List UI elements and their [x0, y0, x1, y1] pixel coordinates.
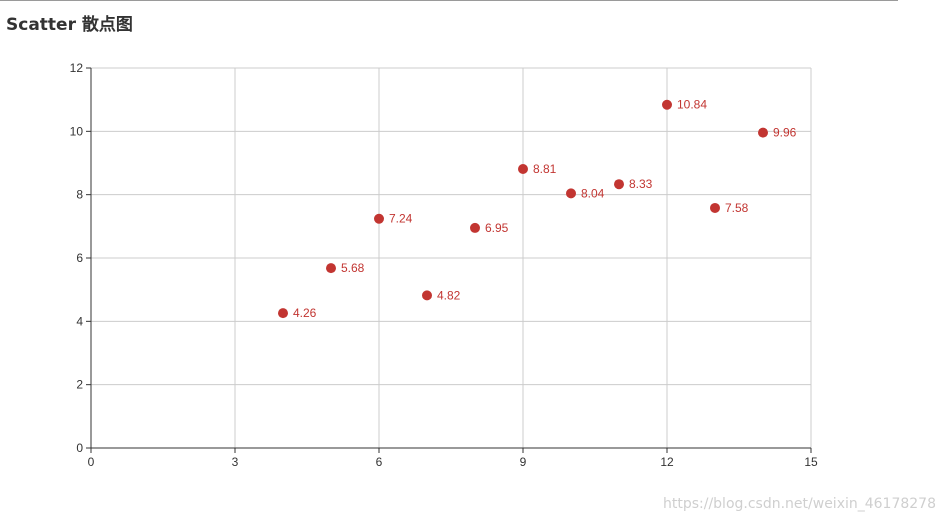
x-tick-label-0: 0 [88, 455, 95, 469]
data-point-7[interactable] [278, 308, 288, 319]
x-tick-label-9: 9 [520, 455, 527, 469]
y-tick-label-0: 0 [76, 441, 83, 455]
data-label-10: 5.68 [341, 261, 365, 275]
x-tick-label-12: 12 [660, 455, 674, 469]
data-point-6[interactable] [374, 213, 384, 224]
y-tick-label-6: 6 [76, 251, 83, 265]
x-tick-label-6: 6 [376, 455, 383, 469]
data-point-3[interactable] [518, 164, 528, 175]
data-point-5[interactable] [758, 127, 768, 138]
top-divider [0, 0, 898, 1]
data-label-3: 8.81 [533, 162, 557, 176]
data-point-2[interactable] [710, 202, 720, 213]
data-label-7: 4.26 [293, 306, 317, 320]
data-label-1: 6.95 [485, 221, 509, 235]
x-tick-label-3: 3 [232, 455, 239, 469]
data-points [278, 99, 768, 319]
y-tick-label-10: 10 [70, 124, 84, 138]
y-tick-label-8: 8 [76, 188, 83, 202]
y-tick-label-12: 12 [70, 61, 84, 75]
data-point-4[interactable] [614, 179, 624, 190]
data-point-9[interactable] [422, 290, 432, 301]
axes [86, 67, 812, 453]
data-point-0[interactable] [566, 188, 576, 199]
data-label-5: 9.96 [773, 126, 797, 140]
data-label-0: 8.04 [581, 186, 605, 200]
chart-title: Scatter 散点图 [6, 15, 133, 35]
data-label-9: 4.82 [437, 288, 461, 302]
data-label-4: 8.33 [629, 177, 653, 191]
grid-lines [91, 67, 812, 448]
data-label-8: 10.84 [677, 98, 707, 112]
data-point-8[interactable] [662, 99, 672, 110]
watermark-text: https://blog.csdn.net/weixin_46178278 [662, 496, 936, 512]
data-labels: 8.04 6.95 7.58 8.81 8.33 9.96 7.24 4.26 10.84 4.8… [293, 98, 797, 320]
data-point-1[interactable] [470, 222, 480, 233]
data-label-2: 7.58 [725, 201, 749, 215]
y-tick-label-4: 4 [76, 314, 83, 328]
tick-labels: 0 3 6 9 12 15 0 2 4 6 8 10 12 [70, 61, 818, 469]
data-point-10[interactable] [326, 263, 336, 274]
x-tick-label-15: 15 [804, 455, 818, 469]
y-tick-label-2: 2 [76, 378, 83, 392]
data-label-6: 7.24 [389, 212, 413, 226]
